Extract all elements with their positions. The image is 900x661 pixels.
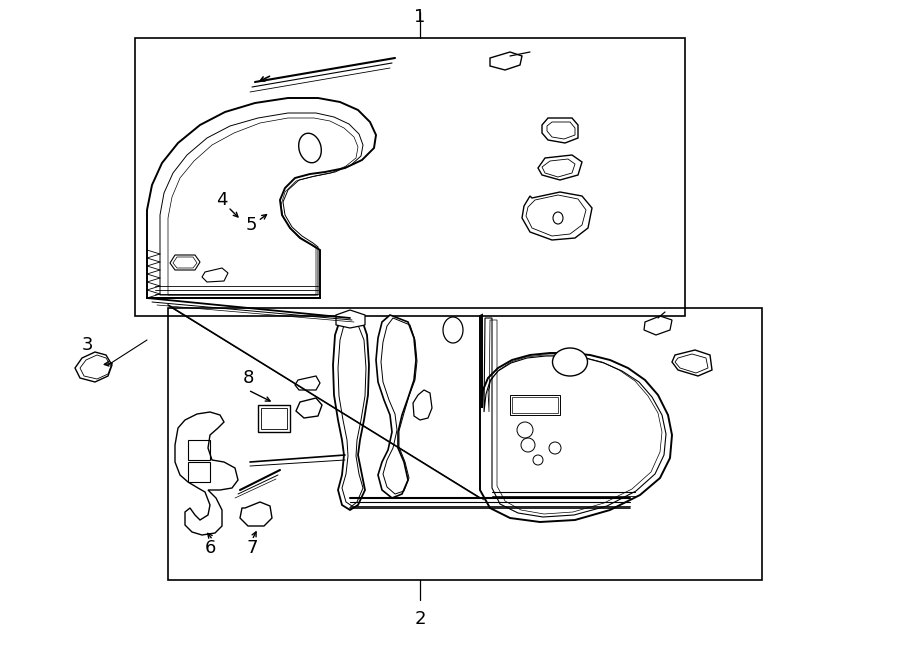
Polygon shape <box>336 310 365 328</box>
Polygon shape <box>296 398 322 418</box>
Polygon shape <box>490 52 522 70</box>
Text: 8: 8 <box>242 369 254 387</box>
Polygon shape <box>522 192 592 240</box>
Polygon shape <box>147 98 376 298</box>
Polygon shape <box>644 316 672 335</box>
Polygon shape <box>542 118 578 143</box>
Polygon shape <box>75 352 112 382</box>
Polygon shape <box>672 350 712 376</box>
Polygon shape <box>333 315 369 510</box>
Text: 3: 3 <box>82 336 94 354</box>
Ellipse shape <box>553 212 563 224</box>
Polygon shape <box>376 315 416 498</box>
Ellipse shape <box>443 317 463 343</box>
Text: 4: 4 <box>216 191 228 209</box>
Polygon shape <box>413 390 432 420</box>
Polygon shape <box>480 315 672 522</box>
Bar <box>135 38 685 316</box>
Polygon shape <box>240 502 272 526</box>
Bar <box>168 308 762 580</box>
Text: 6: 6 <box>204 539 216 557</box>
Text: 7: 7 <box>247 539 257 557</box>
Text: 5: 5 <box>245 216 256 234</box>
Polygon shape <box>202 268 228 282</box>
Polygon shape <box>538 155 582 180</box>
Ellipse shape <box>553 348 588 376</box>
Text: 1: 1 <box>414 8 426 26</box>
Ellipse shape <box>299 134 321 163</box>
Polygon shape <box>258 405 290 432</box>
Text: 2: 2 <box>414 610 426 628</box>
Polygon shape <box>170 255 200 270</box>
Polygon shape <box>175 412 238 535</box>
Polygon shape <box>295 376 320 390</box>
